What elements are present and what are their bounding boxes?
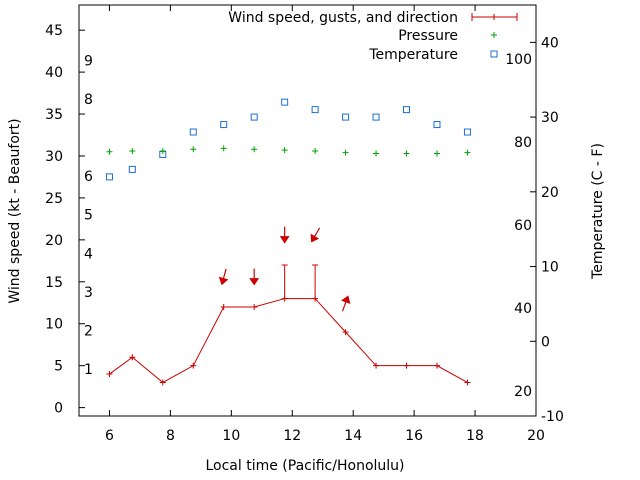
temperature-point (342, 113, 350, 121)
x-tick-label: 14 (344, 428, 362, 444)
beaufort-label: 5 (84, 208, 93, 224)
pressure-point (342, 149, 349, 156)
pressure-point (464, 149, 471, 156)
y-tick-label-right: 40 (541, 35, 559, 51)
legend-pressure-cross (491, 32, 497, 38)
arrow-head (341, 295, 351, 304)
temperature-point (311, 106, 319, 114)
wind-speed-point (373, 362, 380, 369)
beaufort-label: 6 (84, 169, 93, 185)
y-tick-label-left: 35 (45, 107, 63, 123)
temperature-point (433, 121, 441, 129)
y-tick-label-right: 20 (541, 185, 559, 201)
arrow-head (249, 278, 260, 286)
series-layer (105, 98, 471, 386)
beaufort-label: 9 (84, 53, 93, 69)
y-axis-label-left: Wind speed (kt - Beaufort) (7, 118, 23, 303)
legend-pressure-label: Pressure (398, 28, 458, 44)
legend-wind-label: Wind speed, gusts, and direction (228, 10, 458, 26)
beaufort-label: 2 (84, 323, 93, 339)
temperature-point (189, 128, 197, 136)
wind-direction-arrow (218, 268, 229, 286)
pressure-point (220, 145, 227, 152)
y-tick-label-left: 10 (45, 317, 63, 333)
fahrenheit-label: 60 (514, 218, 532, 234)
temperature-point (128, 165, 136, 173)
x-tick-label: 8 (166, 428, 175, 444)
tick-labels: 6 8 10 12 14 16 18 20051015202530354045-1001020… (45, 23, 564, 444)
arrow-head (279, 236, 290, 244)
legend-pressure-marker (491, 32, 497, 38)
pressure-point (433, 150, 440, 157)
x-tick-label: 16 (405, 428, 423, 444)
pressure-point (373, 150, 380, 157)
x-tick-label: 10 (222, 428, 240, 444)
wind-speed-point (220, 303, 227, 310)
y-tick-label-left: 30 (45, 149, 63, 165)
temperature-point (403, 106, 411, 114)
pressure-point (190, 146, 197, 153)
wind-direction-arrow (341, 295, 351, 312)
y-tick-label-left: 15 (45, 275, 63, 291)
wind-speed-line (109, 298, 468, 384)
y-tick-label-right: 30 (541, 110, 559, 126)
beaufort-label: 1 (84, 362, 93, 378)
temperature-point (281, 98, 289, 106)
y-tick-label-left: 45 (45, 23, 63, 39)
beaufort-label: 3 (84, 285, 93, 301)
y-tick-label-right: -10 (541, 409, 564, 425)
wind-speed-point (403, 362, 410, 369)
temperature-point (372, 113, 380, 121)
fahrenheit-label: 40 (514, 301, 532, 317)
y-tick-label-right: 10 (541, 260, 559, 276)
wind-direction-arrow (279, 226, 290, 244)
y-tick-label-left: 40 (45, 65, 63, 81)
wind-speed-point (190, 362, 197, 369)
fahrenheit-label: 100 (505, 52, 532, 68)
legend: Wind speed, gusts, and direction Pressur… (228, 10, 518, 63)
beaufort-label: 8 (84, 92, 93, 108)
y-tick-label-left: 20 (45, 233, 63, 249)
wind-direction-arrow (249, 268, 260, 286)
beaufort-label: 4 (84, 246, 93, 262)
wind-speed-point (464, 379, 471, 386)
wind-speed-point (433, 362, 440, 369)
plot-frame (78, 4, 537, 417)
x-tick-label: 18 (466, 428, 484, 444)
pressure-point (312, 147, 319, 154)
wind-speed-point (106, 371, 113, 378)
pressure-point (106, 148, 113, 155)
legend-temperature-marker (490, 50, 498, 58)
wind-speed-point (159, 379, 166, 386)
temperature-point (220, 121, 228, 129)
fahrenheit-label: 20 (514, 384, 532, 400)
legend-temperature-label: Temperature (368, 47, 458, 63)
fahrenheit-label: 80 (514, 135, 532, 151)
axis-ticks (79, 5, 537, 417)
y-tick-label-right: 0 (541, 334, 550, 350)
pressure-point (281, 147, 288, 154)
temperature-point (105, 173, 113, 181)
wind-speed-point (129, 354, 136, 361)
temperature-point (463, 128, 471, 136)
arrow-head (218, 276, 229, 286)
arrow-head (310, 233, 320, 243)
x-tick-label: 20 (527, 428, 545, 444)
x-axis-label: Local time (Pacific/Honolulu) (205, 458, 404, 474)
y-tick-label-left: 25 (45, 191, 63, 207)
wind-speed-point (251, 303, 258, 310)
y-axis-label-right: Temperature (C - F) (590, 143, 606, 280)
x-tick-label: 12 (283, 428, 301, 444)
pressure-point (251, 146, 258, 153)
x-tick-label: 6 (105, 428, 114, 444)
y-tick-label-left: 0 (54, 401, 63, 417)
y-tick-label-left: 5 (54, 359, 63, 375)
temperature-point (250, 113, 258, 121)
wind-speed-point (342, 329, 349, 336)
pressure-point (159, 147, 166, 154)
pressure-point (403, 150, 410, 157)
wind-direction-arrow (310, 227, 321, 243)
pressure-point (129, 147, 136, 154)
